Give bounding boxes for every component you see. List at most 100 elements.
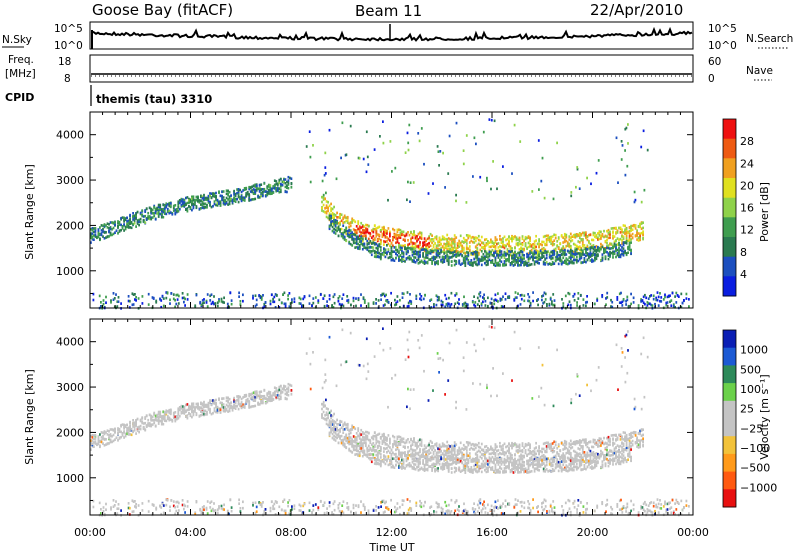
power-cell	[282, 293, 284, 296]
power-cell	[260, 183, 263, 186]
velocity-cell	[129, 425, 131, 428]
power-cell	[218, 299, 220, 303]
power-cell	[437, 262, 439, 266]
power-cell	[527, 254, 530, 257]
power-cell	[515, 236, 518, 239]
power-cell	[191, 208, 193, 212]
power-cell	[189, 206, 192, 209]
power-cell	[461, 250, 464, 253]
velocity-cell	[462, 447, 465, 451]
power-cell	[503, 264, 506, 267]
power-cell	[572, 235, 575, 239]
velocity-cell	[239, 395, 241, 399]
velocity-cell	[450, 451, 453, 454]
velocity-cell	[477, 441, 480, 445]
power-cell	[120, 228, 122, 232]
power-cell	[574, 250, 577, 253]
velocity-cell	[144, 421, 147, 425]
velocity-cell	[363, 436, 366, 439]
power-cell	[577, 234, 580, 237]
power-cell	[437, 249, 439, 253]
velocity-cell	[325, 418, 328, 422]
power-cell	[390, 258, 393, 262]
power-cell	[401, 260, 403, 263]
velocity-cell	[180, 412, 183, 415]
power-cell	[117, 221, 119, 225]
velocity-cell	[246, 399, 249, 403]
power-cell	[529, 256, 531, 260]
velocity-cell	[206, 411, 208, 414]
velocity-cell	[121, 423, 124, 426]
power-cell	[518, 248, 521, 251]
power-cell	[500, 255, 503, 259]
power-cell	[126, 216, 128, 220]
power-cell	[632, 296, 635, 300]
velocity-cell	[468, 441, 471, 445]
power-cell	[464, 238, 467, 242]
power-cell	[531, 190, 534, 193]
velocity-cell	[278, 397, 281, 401]
power-cell	[237, 192, 240, 195]
power-cell	[446, 302, 449, 305]
power-cell	[521, 237, 524, 241]
power-cell	[527, 245, 530, 249]
velocity-cell	[222, 408, 225, 411]
velocity-cell	[90, 443, 92, 446]
power-cell	[298, 296, 301, 300]
power-cell	[445, 297, 448, 301]
power-cell	[487, 240, 489, 243]
velocity-cell	[464, 447, 467, 450]
power-cell	[283, 302, 286, 306]
power-cell	[503, 235, 506, 239]
velocity-cell	[372, 434, 375, 438]
power-cell	[384, 255, 387, 259]
power-cell	[252, 297, 254, 300]
power-cell	[607, 244, 610, 247]
velocity-cell	[420, 438, 423, 442]
power-cell	[644, 293, 646, 297]
velocity-cell	[120, 430, 122, 434]
power-cell	[227, 193, 229, 197]
power-cell	[419, 292, 421, 296]
power-cell	[520, 261, 522, 264]
velocity-cell	[201, 410, 204, 414]
power-cell	[131, 292, 134, 295]
power-cell	[449, 247, 452, 251]
power-cell	[539, 243, 542, 246]
power-cell	[523, 299, 526, 303]
power-cell	[569, 245, 572, 248]
power-cell	[238, 295, 240, 298]
power-cell	[591, 260, 593, 263]
power-cell	[411, 247, 414, 250]
velocity-cell	[166, 415, 169, 418]
power-cell	[154, 207, 157, 211]
power-cell	[366, 223, 369, 227]
power-cell	[132, 215, 134, 219]
power-cell	[450, 242, 453, 245]
power-cell	[191, 201, 193, 205]
power-cell	[381, 293, 384, 297]
power-cell	[535, 251, 537, 254]
velocity-cell	[284, 392, 287, 396]
velocity-cell	[162, 414, 165, 418]
power-cell	[221, 198, 223, 202]
power-cell	[447, 247, 450, 251]
power-cell	[521, 260, 524, 264]
power-cell	[422, 261, 424, 264]
power-cell	[337, 299, 340, 303]
power-cell	[539, 258, 542, 261]
power-cell	[168, 211, 171, 215]
power-cell	[123, 218, 125, 221]
velocity-cell	[428, 448, 430, 452]
power-cell	[284, 178, 287, 181]
power-cell	[535, 260, 537, 263]
power-cell	[541, 252, 543, 255]
power-cell	[514, 253, 516, 257]
power-cell	[209, 192, 211, 195]
power-cell	[621, 230, 623, 234]
power-cell	[524, 261, 527, 265]
power-cell	[494, 298, 497, 301]
power-cell	[328, 204, 331, 208]
power-cell	[505, 259, 507, 262]
power-cell	[557, 236, 560, 239]
